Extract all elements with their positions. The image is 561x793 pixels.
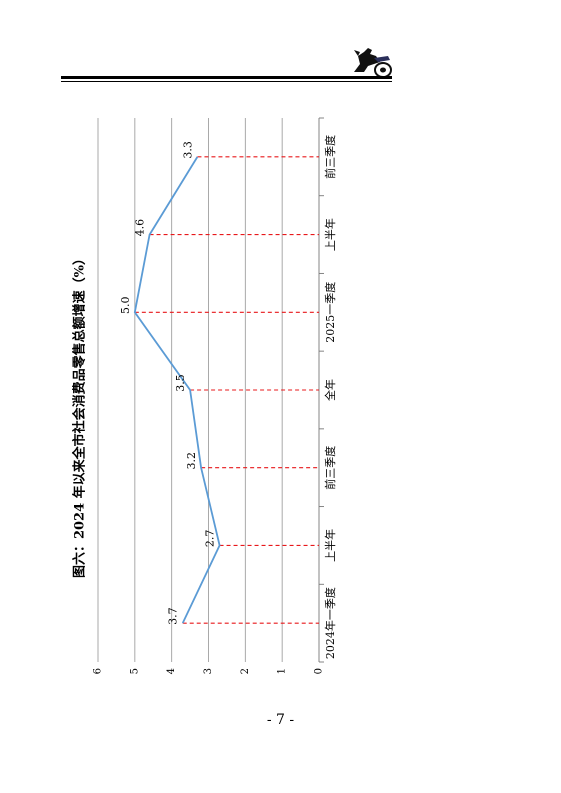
data-label: 3.5 xyxy=(174,374,187,392)
y-tick-label: 6 xyxy=(93,668,104,674)
chart-title: 图六：2024 年以来全市社会消费品零售总额增速（%） xyxy=(72,252,88,578)
category-label: 2024年一季度 xyxy=(323,587,337,659)
data-label: 3.7 xyxy=(167,607,180,625)
category-label: 前三季度 xyxy=(323,135,337,179)
category-label: 全年 xyxy=(323,379,337,401)
y-tick-label: 2 xyxy=(240,668,251,674)
data-label: 2.7 xyxy=(204,530,217,548)
chart-grid: 0 1 2 3 4 5 6 xyxy=(93,117,325,674)
header-rule-thin xyxy=(61,81,392,82)
y-tick-label: 0 xyxy=(314,668,325,674)
series-line xyxy=(133,156,221,624)
data-label: 3.2 xyxy=(185,452,198,470)
chart-labels: 3.7 2024年一季度 2.7 上半年 3.2 前三季度 3.5 全年 5.0 2025一季度 4… xyxy=(119,135,337,659)
category-label: 上半年 xyxy=(323,529,337,562)
y-tick-label: 5 xyxy=(129,668,140,674)
y-tick-label: 1 xyxy=(277,668,288,674)
chart-drop-lines xyxy=(134,156,319,624)
y-tick-label: 4 xyxy=(166,668,177,674)
page-number: - 7 - xyxy=(266,712,295,728)
data-label: 3.3 xyxy=(181,141,194,159)
header-rule-thick xyxy=(61,76,392,79)
category-label: 上半年 xyxy=(323,218,337,251)
y-tick-label: 3 xyxy=(203,668,214,674)
data-label: 4.6 xyxy=(134,219,147,237)
data-label: 5.0 xyxy=(119,297,132,315)
category-label: 前三季度 xyxy=(323,446,337,490)
category-label: 2025一季度 xyxy=(323,282,337,343)
